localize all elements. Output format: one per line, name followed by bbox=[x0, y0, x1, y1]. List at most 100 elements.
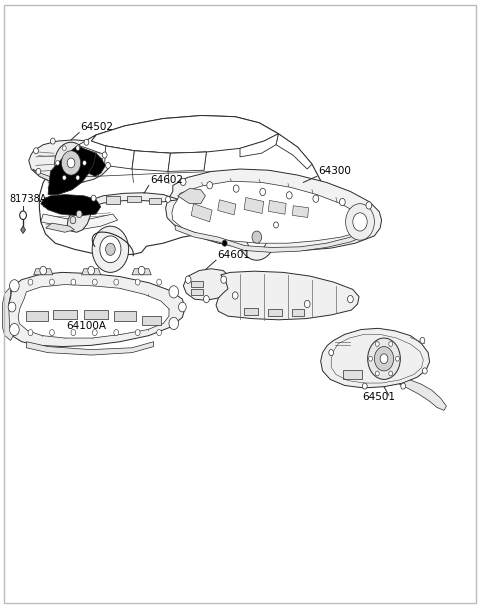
Bar bbox=[292, 309, 304, 316]
Text: 64100A: 64100A bbox=[66, 322, 106, 331]
Polygon shape bbox=[48, 171, 89, 195]
Circle shape bbox=[91, 195, 96, 201]
Circle shape bbox=[233, 185, 239, 192]
Circle shape bbox=[422, 368, 427, 374]
Polygon shape bbox=[276, 134, 312, 169]
Polygon shape bbox=[43, 198, 96, 213]
Circle shape bbox=[156, 279, 161, 285]
Circle shape bbox=[232, 292, 238, 299]
Circle shape bbox=[396, 356, 399, 361]
Circle shape bbox=[56, 161, 60, 165]
Circle shape bbox=[20, 211, 26, 219]
Bar bbox=[84, 310, 108, 319]
Polygon shape bbox=[244, 198, 264, 213]
Circle shape bbox=[368, 338, 400, 379]
Bar bbox=[84, 169, 98, 176]
Circle shape bbox=[62, 146, 66, 151]
Text: 64602: 64602 bbox=[150, 175, 183, 185]
Circle shape bbox=[49, 279, 54, 285]
Polygon shape bbox=[82, 269, 101, 275]
Polygon shape bbox=[178, 188, 205, 204]
Polygon shape bbox=[105, 146, 134, 169]
Circle shape bbox=[100, 236, 121, 263]
Polygon shape bbox=[218, 200, 236, 215]
Bar bbox=[191, 281, 203, 287]
Circle shape bbox=[179, 302, 186, 312]
Polygon shape bbox=[175, 225, 370, 252]
Circle shape bbox=[375, 342, 379, 347]
Polygon shape bbox=[321, 328, 430, 388]
Circle shape bbox=[55, 142, 87, 184]
Polygon shape bbox=[29, 140, 111, 184]
Circle shape bbox=[49, 330, 54, 336]
Circle shape bbox=[166, 196, 170, 202]
Polygon shape bbox=[41, 214, 118, 230]
Bar bbox=[114, 311, 136, 321]
Circle shape bbox=[260, 188, 265, 196]
Circle shape bbox=[114, 279, 119, 285]
Polygon shape bbox=[26, 342, 154, 355]
Circle shape bbox=[169, 317, 179, 330]
Polygon shape bbox=[89, 193, 298, 235]
Circle shape bbox=[239, 214, 275, 260]
Text: 64502: 64502 bbox=[81, 122, 114, 132]
Circle shape bbox=[252, 231, 262, 243]
Polygon shape bbox=[2, 287, 13, 340]
Bar bbox=[89, 158, 102, 167]
Bar bbox=[26, 311, 48, 321]
Bar bbox=[268, 309, 282, 316]
Polygon shape bbox=[18, 285, 169, 338]
Polygon shape bbox=[399, 380, 446, 410]
Circle shape bbox=[70, 216, 76, 224]
Text: 64300: 64300 bbox=[318, 167, 350, 176]
Polygon shape bbox=[91, 116, 278, 153]
Circle shape bbox=[106, 243, 115, 255]
Polygon shape bbox=[168, 152, 206, 171]
Circle shape bbox=[401, 383, 406, 389]
Circle shape bbox=[114, 330, 119, 336]
Bar bbox=[343, 370, 362, 379]
Polygon shape bbox=[81, 150, 85, 154]
Bar bbox=[149, 198, 161, 204]
Circle shape bbox=[180, 178, 186, 185]
Circle shape bbox=[10, 323, 19, 336]
Circle shape bbox=[92, 279, 97, 285]
Polygon shape bbox=[34, 269, 53, 275]
Circle shape bbox=[76, 146, 80, 151]
Circle shape bbox=[88, 266, 95, 275]
Circle shape bbox=[339, 198, 345, 206]
Circle shape bbox=[287, 192, 292, 199]
Polygon shape bbox=[21, 226, 25, 233]
Circle shape bbox=[366, 202, 372, 209]
Circle shape bbox=[83, 161, 86, 165]
Bar bbox=[0, 0, 480, 268]
Bar bbox=[142, 316, 161, 325]
Circle shape bbox=[92, 330, 97, 336]
Polygon shape bbox=[183, 269, 230, 300]
Polygon shape bbox=[39, 116, 336, 255]
Circle shape bbox=[135, 279, 140, 285]
Bar bbox=[127, 196, 141, 202]
Circle shape bbox=[138, 266, 145, 275]
Text: 81738A: 81738A bbox=[10, 195, 47, 204]
Circle shape bbox=[221, 276, 227, 283]
Circle shape bbox=[92, 226, 129, 272]
Polygon shape bbox=[89, 153, 106, 176]
Circle shape bbox=[156, 330, 161, 336]
Circle shape bbox=[76, 210, 82, 218]
Circle shape bbox=[28, 279, 33, 285]
Circle shape bbox=[375, 371, 379, 376]
Polygon shape bbox=[48, 146, 96, 195]
Circle shape bbox=[76, 175, 80, 180]
Circle shape bbox=[420, 337, 425, 344]
Polygon shape bbox=[166, 169, 382, 250]
Circle shape bbox=[28, 330, 33, 336]
Bar bbox=[191, 289, 203, 295]
Circle shape bbox=[8, 302, 16, 312]
Circle shape bbox=[62, 175, 66, 180]
Polygon shape bbox=[46, 223, 74, 232]
Circle shape bbox=[34, 148, 38, 154]
Circle shape bbox=[50, 138, 55, 144]
Circle shape bbox=[313, 195, 319, 202]
Circle shape bbox=[61, 151, 81, 175]
